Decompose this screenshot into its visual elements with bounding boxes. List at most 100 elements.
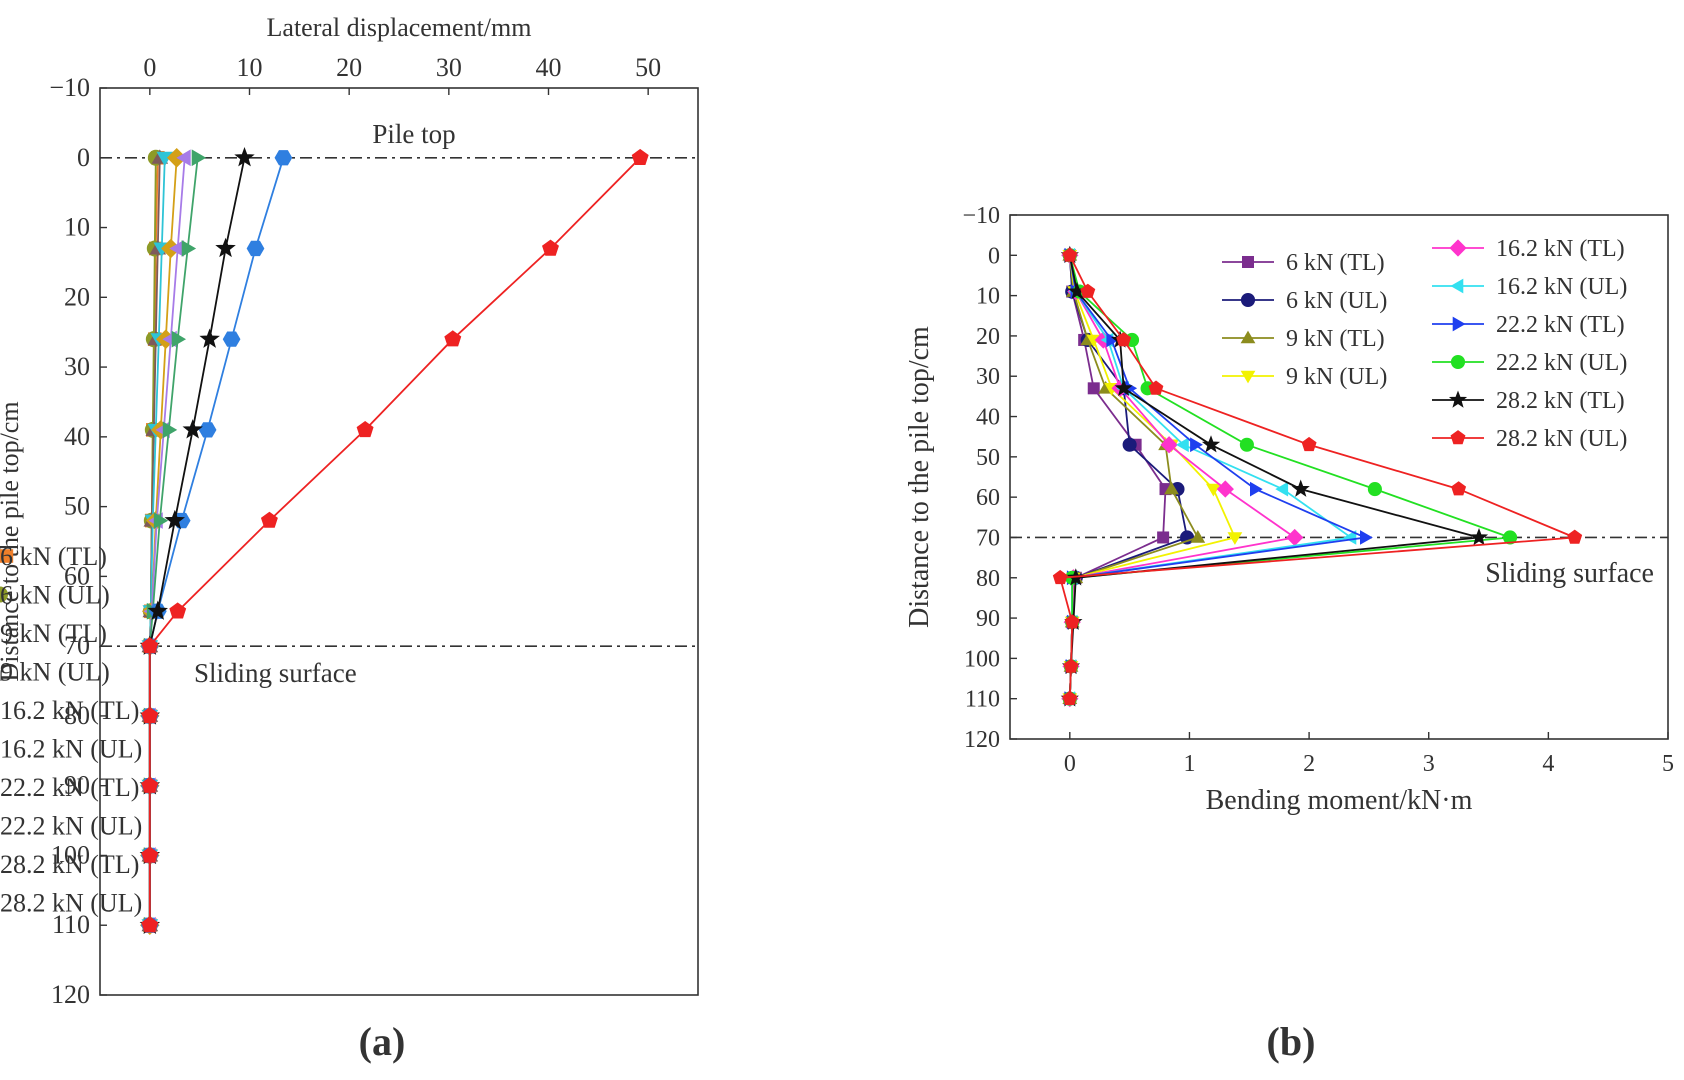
annotation-sliding-surface: Sliding surface [1485,558,1654,589]
data-point [1062,690,1078,705]
x-tick-label: 1 [1183,751,1195,777]
data-point [1451,481,1467,496]
x-tick-label: 3 [1423,751,1435,777]
data-point [356,421,374,438]
chart-a-lateral-displacement: −10 0 10 20 30 40 50 60 70 80 90 100 110 120 0 10 20 30 40… [0,13,699,1009]
legend-item-22-2-kn-ul: 22.2 kN (UL) [0,812,142,841]
data-point [1080,283,1096,298]
x-axis-label: Lateral displacement/mm [267,13,532,42]
data-point [1164,481,1179,495]
data-point [1291,479,1310,497]
plot-frame [99,87,699,996]
series-line [1068,255,1511,699]
data-point [199,328,220,348]
y-tick-label: 90 [64,771,90,800]
y-tick-label: 80 [976,566,1000,592]
data-point [141,637,159,654]
data-point [222,331,241,347]
x-tick-label: 5 [1662,751,1674,777]
data-point [1116,332,1132,347]
legend-marker [1449,239,1467,257]
y-axis-label: Distance to the pile top/cm [0,401,24,681]
y-axis-label: Distance to the pile top/cm [904,326,935,628]
data-point [141,776,159,793]
legend-label: 28.2 kN (TL) [1496,388,1625,414]
annotation-sliding-surface: Sliding surface [194,658,357,688]
legend-marker [1242,255,1255,268]
data-point [260,511,278,528]
data-point [234,147,255,167]
data-point [1160,436,1178,454]
y-tick-label: 20 [976,324,1000,350]
data-point [1206,483,1221,497]
legend-item-16-2-kn-tl: 16.2 kN (TL) [0,696,139,725]
y-tick-label: −10 [962,203,1000,229]
legend-item-6-kn-ul: 6 kN (UL) [0,581,110,610]
data-point [1052,569,1068,585]
x-axis-label: Bending moment/kN·m [1206,785,1473,816]
legend-item-9-kn-ul: 9 kN (UL) [1222,364,1387,390]
data-point [1175,437,1189,453]
legend-label: 16.2 kN (TL) [0,696,139,725]
legend-marker [1448,390,1468,408]
y-tick-label: 20 [64,282,90,311]
legend-item-22-2-kn-tl: 22.2 kN (TL) [1432,312,1625,338]
panel-b-caption: (b) [1267,1019,1316,1064]
legend-label: 16.2 kN (TL) [1496,236,1625,262]
data-point [198,422,217,438]
y-tick-label: 110 [52,910,90,939]
legend-label: 28.2 kN (UL) [0,889,142,918]
y-tick-label: 120 [964,727,1000,753]
legend: 6 kN (TL) 6 kN (UL) 9 kN (TL) 9 kN (UL) 16.2… [0,542,142,918]
legend-item-16-2-kn-ul: 16.2 kN (UL) [1432,274,1627,300]
x-tick-label: 20 [336,53,362,82]
x-tick-label: 0 [1064,751,1076,777]
data-point [191,149,207,167]
y-tick-label: 80 [64,701,90,730]
legend-marker [0,549,14,563]
data-point [1301,436,1317,452]
series-28-2-kn-ul [141,148,649,933]
y-tick-label: 30 [64,352,90,381]
series-6-kn-ul [1062,248,1195,706]
legend-item-28-2-kn-ul: 28.2 kN (UL) [1432,426,1627,452]
data-point [147,600,168,620]
x-tick-label: 50 [635,53,661,82]
x-tick-label: 30 [436,53,462,82]
y-tick-label: 0 [77,143,90,172]
y-tick-label: −10 [49,73,90,102]
legend-label: 9 kN (TL) [0,619,107,648]
data-point [171,330,187,348]
y-tick-label: 120 [51,980,90,1009]
legend-marker [1450,278,1464,294]
legend-marker [1450,430,1466,445]
legend-label: 9 kN (UL) [1286,364,1387,390]
legend-label: 16.2 kN (UL) [1496,274,1627,300]
y-tick-label: 100 [51,840,90,869]
x-tick-label: 4 [1542,751,1554,777]
y-tick-label: 30 [976,364,1000,390]
legend-label: 28.2 kN (TL) [0,850,139,879]
data-point [1190,529,1206,543]
y-tick-label: 90 [976,606,1000,632]
data-point [1469,527,1489,546]
data-point [141,707,159,724]
data-point [141,916,159,933]
data-point [1190,437,1203,453]
data-point [1064,614,1080,629]
data-point [1239,437,1254,452]
legend-marker [1240,292,1256,308]
series-28-2-kn-ul [1052,247,1583,705]
data-point [1227,532,1243,545]
y-tick-label: 40 [976,405,1000,431]
series-28-2-kn-tl [1060,245,1489,707]
legend-label: 22.2 kN (TL) [0,773,139,802]
data-point [1286,528,1304,547]
series-9-kn-ul [1062,249,1243,707]
legend: 6 kN (TL) 6 kN (UL) 9 kN (TL) 9 kN (UL) 16.2… [1222,236,1627,452]
y-tick-label: 70 [64,631,90,660]
data-point [1122,437,1137,452]
data-point [274,150,293,166]
y-tick-label: 10 [976,284,1000,310]
